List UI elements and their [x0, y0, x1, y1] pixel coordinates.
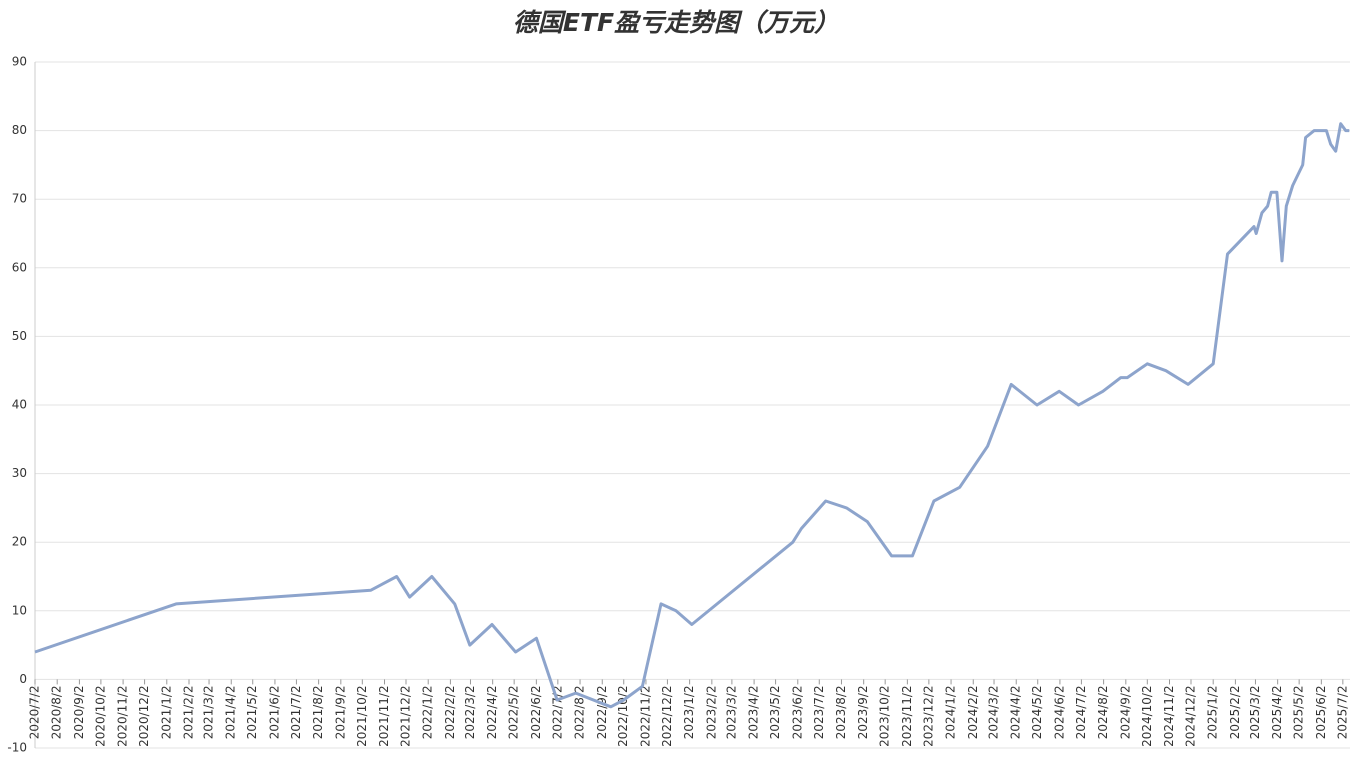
data-line	[34, 122, 1350, 709]
x-tick-label: 2024/3/2	[987, 685, 1001, 739]
x-tick-label: 2023/4/2	[747, 685, 761, 739]
x-tick-label: 2022/7/2	[550, 685, 564, 739]
x-tick-label: 2021/7/2	[289, 685, 303, 739]
x-tick-label: 2021/12/2	[399, 685, 413, 747]
x-tick-label: 2022/5/2	[507, 685, 521, 739]
x-tick-label: 2025/1/2	[1206, 685, 1220, 739]
x-tick-label: 2024/7/2	[1074, 685, 1088, 739]
x-tick-label: 2023/9/2	[856, 685, 870, 739]
y-tick-label: 50	[12, 329, 27, 343]
x-tick-label: 2021/2/2	[181, 685, 195, 739]
x-tick-label: 2023/6/2	[790, 685, 804, 739]
x-tick-label: 2020/7/2	[28, 685, 42, 739]
x-tick-label: 2020/11/2	[116, 685, 130, 747]
x-tick-label: 2021/8/2	[311, 685, 325, 739]
x-tick-label: 2023/8/2	[834, 685, 848, 739]
x-tick-label: 2023/11/2	[900, 685, 914, 747]
y-tick-label: 40	[12, 398, 27, 412]
x-tick-label: 2025/3/2	[1248, 685, 1262, 739]
y-tick-label: 90	[12, 55, 27, 69]
x-tick-label: 2025/4/2	[1270, 685, 1284, 739]
x-tick-label: 2020/8/2	[50, 685, 64, 739]
x-tick-label: 2024/11/2	[1162, 685, 1176, 747]
x-tick-label: 2022/8/2	[573, 685, 587, 739]
x-tick-label: 2021/4/2	[224, 685, 238, 739]
x-tick-label: 2022/6/2	[529, 685, 543, 739]
x-tick-label: 2025/2/2	[1228, 685, 1242, 739]
x-tick-label: 2021/9/2	[333, 685, 347, 739]
x-tick-label: 2025/5/2	[1292, 685, 1306, 739]
y-tick-label: 10	[12, 603, 27, 617]
x-tick-label: 2021/11/2	[377, 685, 391, 747]
x-tick-label: 2022/4/2	[485, 685, 499, 739]
x-tick-label: 2024/10/2	[1140, 685, 1154, 747]
x-tick-label: 2020/10/2	[93, 685, 107, 747]
x-tick-label: 2022/12/2	[660, 685, 674, 747]
x-tick-label: 2024/8/2	[1096, 685, 1110, 739]
y-tick-label: 30	[12, 466, 27, 480]
y-tick-label: 70	[12, 192, 27, 206]
x-tick-label: 2022/2/2	[443, 685, 457, 739]
x-tick-label: 2023/1/2	[682, 685, 696, 739]
x-tick-label: 2021/6/2	[267, 685, 281, 739]
chart-title: 德国ETF盈亏走势图（万元）	[513, 8, 839, 37]
x-tick-label: 2023/10/2	[878, 685, 892, 747]
x-tick-label: 2023/5/2	[768, 685, 782, 739]
x-tick-label: 2020/9/2	[72, 685, 86, 739]
x-tick-label: 2024/12/2	[1183, 685, 1197, 747]
y-tick-label: 0	[19, 672, 27, 686]
x-tick-label: 2021/3/2	[202, 685, 216, 739]
x-tick-label: 2025/7/2	[1335, 685, 1349, 739]
y-tick-label: 80	[12, 123, 27, 137]
x-tick-label: 2021/5/2	[245, 685, 259, 739]
x-tick-label: 2022/10/2	[616, 685, 630, 747]
x-tick-label: 2024/1/2	[944, 685, 958, 739]
x-tick-label: 2021/1/2	[159, 685, 173, 739]
x-tick-label: 2021/10/2	[355, 685, 369, 747]
x-tick-label: 2023/2/2	[704, 685, 718, 739]
x-tick-label: 2022/11/2	[638, 685, 652, 747]
x-tick-label: 2023/3/2	[724, 685, 738, 739]
x-tick-label: 2024/4/2	[1009, 685, 1023, 739]
x-tick-label: 2024/2/2	[966, 685, 980, 739]
x-tick-label: 2022/9/2	[595, 685, 609, 739]
x-tick-label: 2022/3/2	[463, 685, 477, 739]
x-tick-label: 2023/7/2	[812, 685, 826, 739]
x-tick-label: 2024/9/2	[1118, 685, 1132, 739]
x-tick-label: 2024/6/2	[1052, 685, 1066, 739]
x-tick-label: 2025/6/2	[1314, 685, 1328, 739]
x-tick-label: 2022/1/2	[421, 685, 435, 739]
y-tick-label: 20	[12, 535, 27, 549]
x-tick-label: 2020/12/2	[137, 685, 151, 747]
x-tick-label: 2023/12/2	[921, 685, 935, 747]
y-tick-label: 60	[12, 260, 27, 274]
x-tick-label: 2024/5/2	[1030, 685, 1044, 739]
y-tick-label: -10	[7, 741, 27, 755]
